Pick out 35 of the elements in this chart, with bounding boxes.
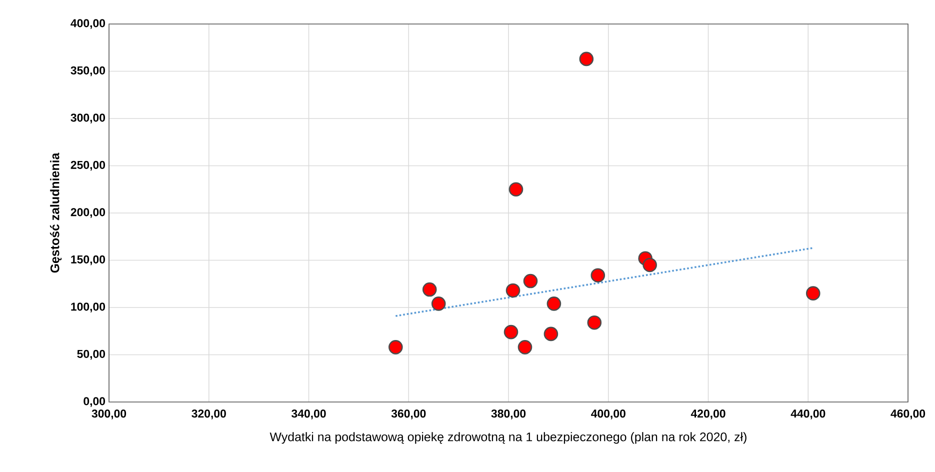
point [504,324,518,340]
point [546,296,562,311]
y-tick-label: 50,00 [77,350,106,360]
x-tick-label: 440,00 [790,410,826,420]
point [587,315,602,330]
y-axis-title: Gęstość zaludnienia [50,152,62,273]
point [806,286,820,300]
y-tick-label: 100,00 [71,302,106,312]
x-tick-label: 380,00 [491,410,526,420]
x-tick-label: 400,00 [591,410,626,420]
point [544,326,558,342]
y-tick-label: 400,00 [70,19,106,29]
y-tick-label: 0,00 [84,397,106,407]
y-tick-label: 350,00 [70,66,106,76]
point [508,182,524,197]
point [388,340,403,354]
point [506,283,520,298]
y-tick-label: 250,00 [70,160,106,171]
point [590,268,606,283]
y-tick-label: 200,00 [70,208,106,218]
x-axis-title: Wydatki na podstawową opiekę zdrowotną na 1 ubezpieczonego (plan na rok 2020, zł) [270,432,746,444]
point [642,258,657,272]
point [579,52,594,66]
y-tick-label: 150,00 [71,255,106,266]
x-tick-label: 320,00 [192,410,226,420]
y-tick-label: 300,00 [70,114,106,124]
x-tick-label: 420,00 [690,410,726,420]
x-tick-label: 360,00 [391,410,426,420]
x-tick-label: 340,00 [292,410,326,420]
point [422,282,437,297]
point [523,274,538,288]
point [431,296,446,311]
x-tick-label: 460,00 [890,410,926,420]
point [518,340,532,354]
x-tick-label: 300,00 [92,410,126,420]
